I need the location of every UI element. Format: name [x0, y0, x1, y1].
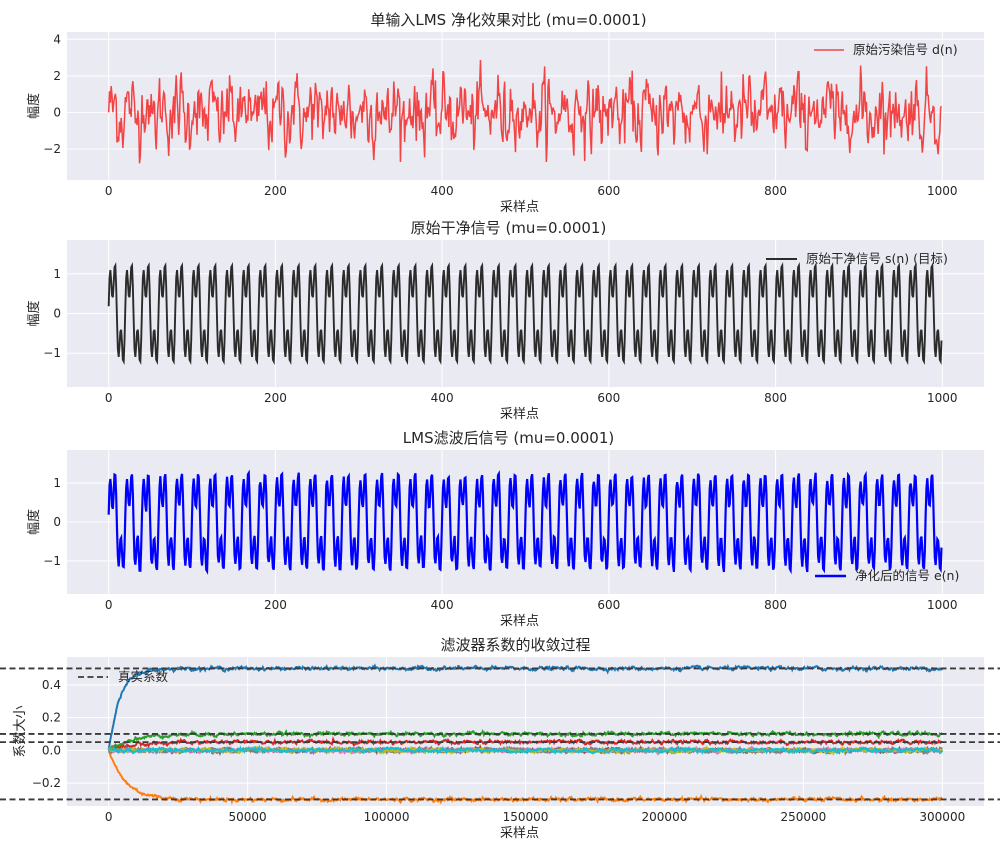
y-tick-label: 0	[53, 515, 61, 529]
legend-label: 真实系数	[118, 669, 169, 684]
plot-marks	[107, 469, 943, 575]
y-tick-label: −1	[43, 346, 61, 360]
y-tick-label: 1	[53, 476, 61, 490]
x-tick-label: 1000	[927, 184, 958, 198]
plot-marks	[107, 262, 943, 365]
x-tick-label: 400	[431, 391, 454, 405]
y-axis-label: 幅度	[26, 300, 42, 326]
y-tick-label: 0	[53, 105, 61, 119]
legend: 净化后的信号 e(n)	[815, 568, 959, 583]
y-tick-label: −2	[43, 142, 61, 156]
chart-2: 0 200 400 600 800 1000 −1 0 1 原始干净信号 (mu=0.0001) 采…	[26, 219, 984, 422]
y-axis-label: 幅度	[26, 509, 42, 535]
legend: 原始干净信号 s(n) (目标)	[766, 251, 948, 266]
series-line	[107, 262, 943, 365]
series-line	[107, 60, 943, 164]
x-tick-label: 200000	[642, 810, 688, 824]
x-axis-label: 采样点	[500, 407, 539, 422]
x-tick-label: 400	[431, 184, 454, 198]
x-tick-label: 200	[264, 391, 287, 405]
chart-1: 0 200 400 600 800 1000 −2 0 2 4 单输入LMS 净化效果对比 (mu=…	[26, 11, 984, 215]
x-tick-label: 0	[105, 598, 113, 612]
x-tick-label: 600	[597, 184, 620, 198]
x-axis-label: 采样点	[500, 614, 539, 629]
x-tick-label: 50000	[229, 810, 267, 824]
y-axis-label: 幅度	[26, 93, 42, 119]
legend-label: 原始污染信号 d(n)	[853, 42, 958, 57]
y-tick-label: 0.2	[42, 711, 61, 725]
series-line	[107, 469, 943, 575]
x-axis-label: 采样点	[500, 200, 539, 215]
x-tick-label: 0	[105, 391, 113, 405]
x-tick-label: 200	[264, 598, 287, 612]
x-tick-label: 800	[764, 184, 787, 198]
x-tick-label: 400	[431, 598, 454, 612]
y-tick-label: −1	[43, 554, 61, 568]
x-tick-label: 800	[764, 598, 787, 612]
x-tick-label: 800	[764, 391, 787, 405]
legend: 原始污染信号 d(n)	[814, 42, 958, 57]
coef-line-w9	[107, 744, 944, 756]
y-tick-label: −0.2	[32, 776, 61, 790]
chart-3: 0 200 400 600 800 1000 −1 0 1 LMS滤波后信号 (mu=0.0001…	[26, 429, 984, 629]
x-tick-label: 300000	[919, 810, 965, 824]
y-tick-label: 0	[53, 307, 61, 321]
y-tick-label: 0.0	[42, 743, 61, 757]
x-tick-label: 0	[105, 810, 113, 824]
y-tick-label: 4	[53, 32, 61, 46]
legend: 真实系数	[78, 669, 169, 684]
chart-title: 滤波器系数的收敛过程	[440, 636, 590, 654]
x-tick-label: 150000	[503, 810, 549, 824]
legend-label: 原始干净信号 s(n) (目标)	[806, 251, 948, 266]
x-tick-label: 100000	[364, 810, 410, 824]
legend-label: 净化后的信号 e(n)	[855, 568, 959, 583]
chart-title: 单输入LMS 净化效果对比 (mu=0.0001)	[370, 11, 646, 29]
x-tick-label: 1000	[927, 391, 958, 405]
x-tick-label: 1000	[927, 598, 958, 612]
chart-4: 0 50000 100000 150000 200000 250000 300000 −0.2…	[13, 636, 984, 841]
x-tick-label: 600	[597, 391, 620, 405]
chart-title: LMS滤波后信号 (mu=0.0001)	[403, 429, 614, 447]
x-tick-label: 0	[105, 184, 113, 198]
x-tick-label: 600	[597, 598, 620, 612]
x-tick-label: 200	[264, 184, 287, 198]
y-tick-label: 1	[53, 267, 61, 281]
y-axis-label: 系数大小	[13, 705, 28, 757]
y-tick-label: 2	[53, 69, 61, 83]
x-tick-label: 250000	[780, 810, 826, 824]
y-tick-label: 0.4	[42, 678, 61, 692]
plot-marks	[107, 60, 943, 164]
chart-title: 原始干净信号 (mu=0.0001)	[411, 219, 607, 237]
x-axis-label: 采样点	[500, 826, 539, 841]
